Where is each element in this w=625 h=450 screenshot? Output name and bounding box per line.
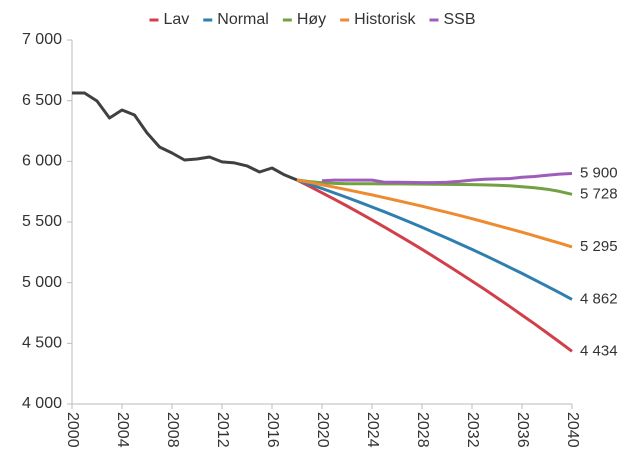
series-line: [72, 91, 298, 182]
legend-label: Normal: [217, 11, 269, 28]
x-tick-label: 2040: [564, 412, 581, 448]
x-tick-label: 2036: [514, 412, 531, 448]
y-tick-label: 4 500: [22, 335, 62, 352]
y-tick-label: 7 000: [22, 31, 62, 48]
series-line: [296, 178, 573, 196]
y-tick-label: 4 000: [22, 395, 62, 412]
value-label: 5 295: [580, 238, 618, 255]
x-tick-label: 2008: [164, 412, 181, 448]
x-tick-label: 2024: [364, 412, 381, 448]
y-tick-label: 5 500: [22, 213, 62, 230]
legend: Lav Normal Høy Historisk SSB: [149, 11, 476, 28]
x-tick-label: 2000: [64, 412, 81, 448]
series-line: [321, 172, 573, 185]
y-tick-label: 6 500: [22, 92, 62, 109]
x-tick-label: 2032: [464, 412, 481, 448]
x-tick-label: 2020: [314, 412, 331, 448]
series-line: [296, 178, 573, 249]
legend-label: Lav: [163, 11, 189, 28]
x-tick-label: 2012: [214, 412, 231, 448]
series-line: [296, 178, 573, 353]
value-label: 4 862: [580, 290, 618, 307]
value-label: 5 900: [580, 164, 618, 181]
series-line: [296, 178, 573, 301]
legend-label: SSB: [444, 11, 476, 28]
value-label: 4 434: [580, 342, 618, 359]
y-tick-label: 6 000: [22, 153, 62, 170]
x-tick-label: 2004: [114, 412, 131, 448]
legend-label: Høy: [297, 11, 326, 28]
x-tick-label: 2016: [264, 412, 281, 448]
legend-label: Historisk: [354, 11, 416, 28]
value-label: 5 728: [580, 185, 618, 202]
x-tick-label: 2028: [414, 412, 431, 448]
y-tick-label: 5 000: [22, 274, 62, 291]
